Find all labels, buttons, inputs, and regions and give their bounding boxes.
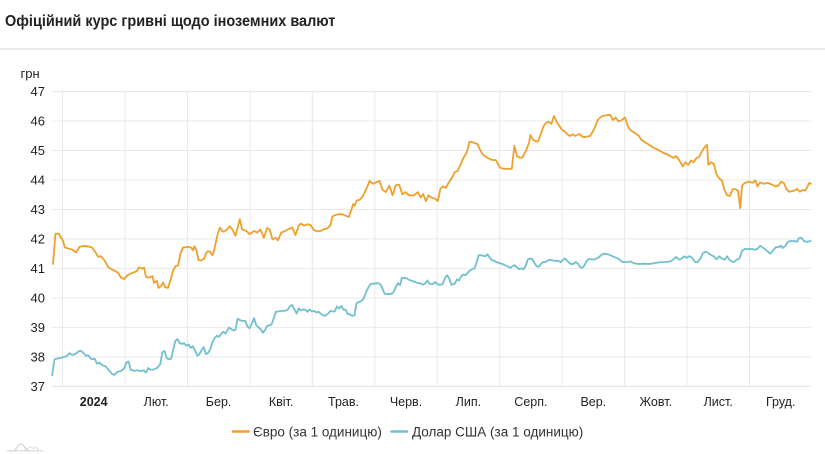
svg-text:Черв.: Черв. [390,395,422,409]
svg-text:38: 38 [31,349,45,364]
svg-text:43: 43 [31,202,45,217]
svg-text:47: 47 [31,84,45,99]
svg-text:Жовт.: Жовт. [640,395,673,409]
svg-text:грн: грн [21,66,40,81]
svg-text:Вер.: Вер. [580,395,606,409]
svg-text:41: 41 [31,261,45,276]
svg-text:Квіт.: Квіт. [269,395,294,409]
svg-text:Лют.: Лют. [144,395,169,409]
svg-text:44: 44 [31,173,45,188]
svg-text:46: 46 [31,114,45,129]
svg-text:42: 42 [31,231,45,246]
svg-text:Лип.: Лип. [456,395,481,409]
svg-text:45: 45 [31,143,45,158]
svg-text:2024: 2024 [80,395,108,409]
svg-text:39: 39 [31,320,45,335]
svg-text:Груд.: Груд. [766,395,795,409]
svg-text:Лист.: Лист. [704,395,733,409]
svg-text:Бер.: Бер. [206,395,232,409]
svg-text:Євро (за 1 одиницю): Євро (за 1 одиницю) [253,425,382,440]
svg-text:Серп.: Серп. [514,395,547,409]
svg-text:Долар США (за 1 одиницю): Долар США (за 1 одиницю) [412,425,583,440]
svg-text:Трав.: Трав. [328,395,359,409]
svg-text:40: 40 [31,290,45,305]
svg-text:37: 37 [31,379,45,394]
